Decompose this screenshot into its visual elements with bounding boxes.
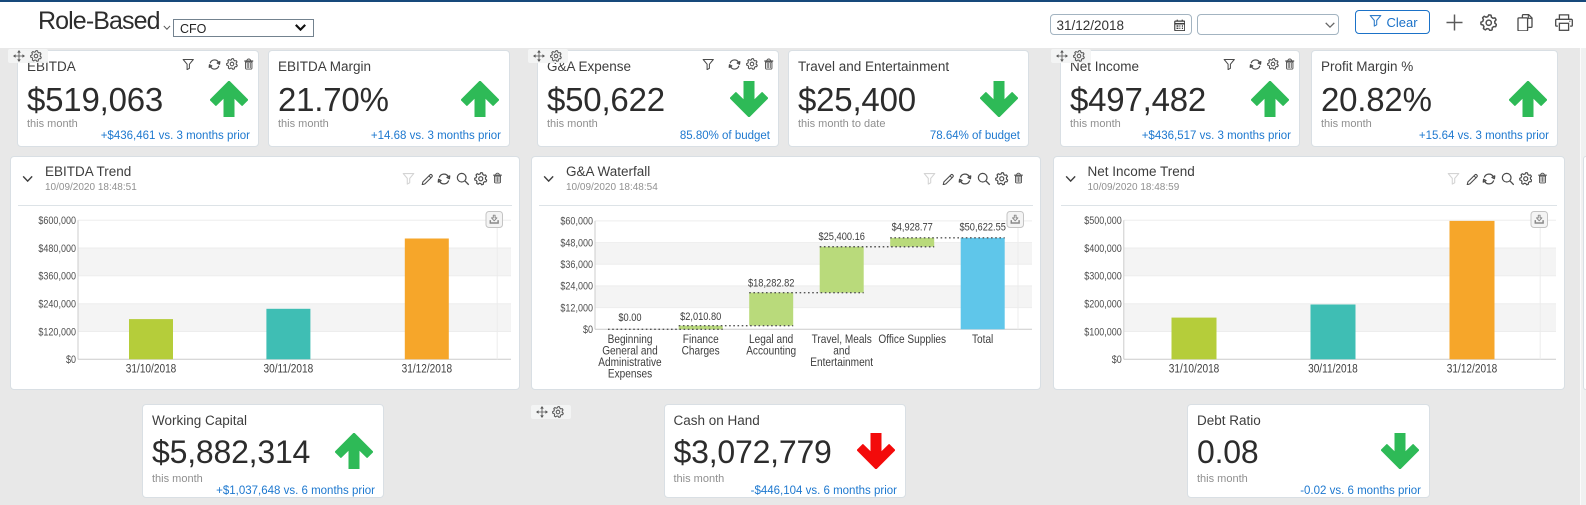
svg-text:$120,000: $120,000: [38, 326, 76, 338]
svg-text:$0: $0: [583, 324, 593, 336]
svg-text:Administrative: Administrative: [598, 355, 661, 369]
svg-text:$400,000: $400,000: [1084, 242, 1122, 254]
svg-text:31/12/2018: 31/12/2018: [1446, 361, 1497, 375]
svg-text:$300,000: $300,000: [1084, 270, 1122, 282]
svg-text:$25,400.16: $25,400.16: [819, 231, 865, 243]
svg-text:$600,000: $600,000: [38, 215, 76, 227]
svg-text:31/10/2018: 31/10/2018: [1168, 361, 1219, 375]
svg-text:Accounting: Accounting: [746, 343, 796, 357]
svg-text:Legal and: Legal and: [749, 332, 793, 346]
svg-text:Charges: Charges: [682, 343, 720, 357]
svg-text:$240,000: $240,000: [38, 298, 76, 310]
svg-text:30/11/2018: 30/11/2018: [264, 361, 314, 375]
svg-text:$4,928.77: $4,928.77: [892, 221, 933, 233]
svg-text:Beginning: Beginning: [608, 332, 653, 346]
svg-text:$18,282.82: $18,282.82: [748, 277, 794, 289]
svg-text:31/10/2018: 31/10/2018: [126, 361, 177, 375]
svg-text:$60,000: $60,000: [560, 215, 593, 227]
svg-text:$36,000: $36,000: [560, 259, 593, 271]
svg-text:$12,000: $12,000: [560, 302, 593, 314]
svg-text:$0: $0: [1111, 354, 1121, 366]
svg-text:Entertainment: Entertainment: [810, 355, 873, 369]
svg-text:$48,000: $48,000: [560, 237, 593, 249]
svg-text:General and: General and: [602, 343, 658, 357]
svg-text:31/12/2018: 31/12/2018: [402, 361, 453, 375]
svg-text:and: and: [833, 343, 850, 357]
svg-text:30/11/2018: 30/11/2018: [1308, 361, 1358, 375]
svg-text:$200,000: $200,000: [1084, 298, 1122, 310]
svg-text:$0: $0: [66, 354, 76, 366]
svg-text:Expenses: Expenses: [608, 366, 652, 380]
svg-text:Finance: Finance: [683, 332, 719, 346]
svg-text:$50,622.55: $50,622.55: [960, 221, 1006, 233]
svg-text:$0.00: $0.00: [618, 312, 641, 324]
svg-text:Total: Total: [972, 332, 993, 346]
svg-text:$2,010.80: $2,010.80: [680, 311, 721, 323]
svg-text:Office Supplies: Office Supplies: [878, 332, 946, 346]
svg-text:$100,000: $100,000: [1084, 326, 1122, 338]
svg-text:$500,000: $500,000: [1084, 215, 1122, 227]
svg-text:Travel, Meals: Travel, Meals: [812, 332, 872, 346]
svg-text:$24,000: $24,000: [560, 280, 593, 292]
svg-text:$360,000: $360,000: [38, 270, 76, 282]
svg-text:$480,000: $480,000: [38, 242, 76, 254]
